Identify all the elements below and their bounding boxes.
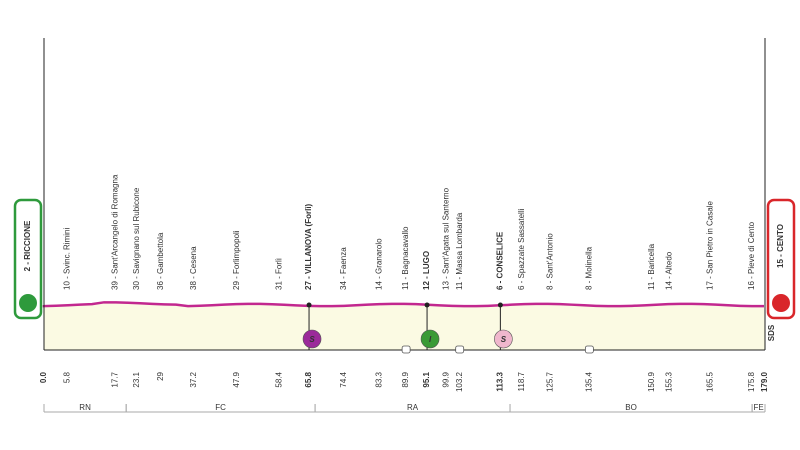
- km-label: 58.4: [274, 371, 283, 387]
- profile-line: [42, 301, 765, 308]
- province-label: RN: [79, 403, 91, 412]
- province-label: BO: [625, 403, 637, 412]
- sector-icon: [401, 345, 411, 354]
- km-label: 65.8: [304, 371, 313, 387]
- waypoint-label: 27 - VILLANOVA (Forlì): [304, 203, 313, 290]
- waypoint-label: 8 - Sant'Antonio: [545, 233, 554, 290]
- waypoint-label: 16 - Pieve di Cento: [747, 221, 756, 290]
- km-label: 5.8: [62, 371, 71, 383]
- badge-label: 15 - CENTO: [776, 224, 785, 268]
- km-label: 125.7: [545, 371, 554, 392]
- brand: SDS: [767, 324, 776, 341]
- km-label: 113.3: [495, 371, 504, 391]
- km-label: 135.4: [584, 371, 593, 392]
- profile-fill: [44, 302, 765, 350]
- marker-label: I: [429, 335, 432, 344]
- waypoint-label: 14 - Altedo: [665, 251, 674, 290]
- km-label: 29: [156, 371, 165, 380]
- km-label: 37.2: [189, 371, 198, 387]
- province-label: RA: [407, 403, 419, 412]
- waypoint-label: 14 - Granarolo: [375, 238, 384, 290]
- waypoint-label: 39 - Sant'Arcangelo di Romagna: [110, 174, 119, 290]
- km-label: 47.9: [232, 371, 241, 387]
- marker: [494, 329, 513, 349]
- waypoint-dot: [306, 302, 312, 308]
- waypoint-label: 30 - Savignano sul Rubicone: [132, 187, 141, 290]
- waypoint-label: 11 - Baricella: [647, 243, 656, 290]
- badge-label: 2 - RICCIONE: [23, 220, 32, 271]
- badge-icon: [19, 294, 37, 312]
- km-label: 179.0: [760, 371, 769, 392]
- waypoint-label: 17 - San Pietro in Casale: [706, 201, 715, 290]
- km-label: 175.8: [747, 371, 756, 392]
- marker-label: S: [309, 335, 315, 344]
- marker: [302, 329, 322, 349]
- km-label: 0.0: [39, 371, 48, 383]
- waypoint-label: 38 - Cesena: [189, 246, 198, 290]
- km-label: 95.1: [422, 371, 431, 387]
- km-label: 165.5: [706, 371, 715, 392]
- sector-icon: [584, 345, 594, 354]
- badge-icon: [772, 294, 790, 312]
- km-label: 99.9: [441, 371, 450, 387]
- waypoint-label: 8 - Molinella: [584, 246, 593, 290]
- marker: [420, 329, 440, 349]
- badge: [13, 198, 43, 320]
- km-label: 23.1: [132, 371, 141, 387]
- province-label: FC: [215, 403, 226, 412]
- waypoint-dot: [497, 302, 503, 308]
- waypoint-label: 12 - LUGO: [422, 251, 431, 290]
- waypoint-label: 6 - CONSELICE: [495, 231, 504, 290]
- waypoint-label: 11 - Massa Lombarda: [455, 212, 464, 290]
- waypoint-label: 29 - Forlimpopoli: [232, 230, 241, 290]
- badge: [766, 198, 796, 320]
- waypoint-label: 6 - Spazzate Sassatelli: [517, 208, 526, 290]
- waypoint-label: 31 - Forlì: [274, 258, 283, 290]
- km-label: 103.2: [455, 371, 464, 392]
- km-label: 74.4: [339, 371, 348, 387]
- sector-icon: [455, 345, 465, 354]
- waypoint-label: 36 - Gambettola: [156, 232, 165, 290]
- waypoint-label: 34 - Faenza: [339, 247, 348, 290]
- waypoint-label: 11 - Bagnacavallo: [401, 226, 410, 290]
- province-label: FE: [753, 403, 763, 412]
- km-label: 150.9: [647, 371, 656, 392]
- waypoint-label: 13 - Sant'Agata sul Santerno: [441, 187, 450, 290]
- km-label: 83.3: [375, 371, 384, 387]
- waypoint-dot: [424, 302, 430, 308]
- km-label: 155.3: [665, 371, 674, 392]
- km-label: 118.7: [517, 371, 526, 391]
- waypoint-label: 10 - Svinc. Rimini: [62, 228, 71, 290]
- marker-label: S: [501, 335, 507, 344]
- km-label: 17.7: [110, 371, 119, 387]
- km-label: 89.9: [401, 371, 410, 387]
